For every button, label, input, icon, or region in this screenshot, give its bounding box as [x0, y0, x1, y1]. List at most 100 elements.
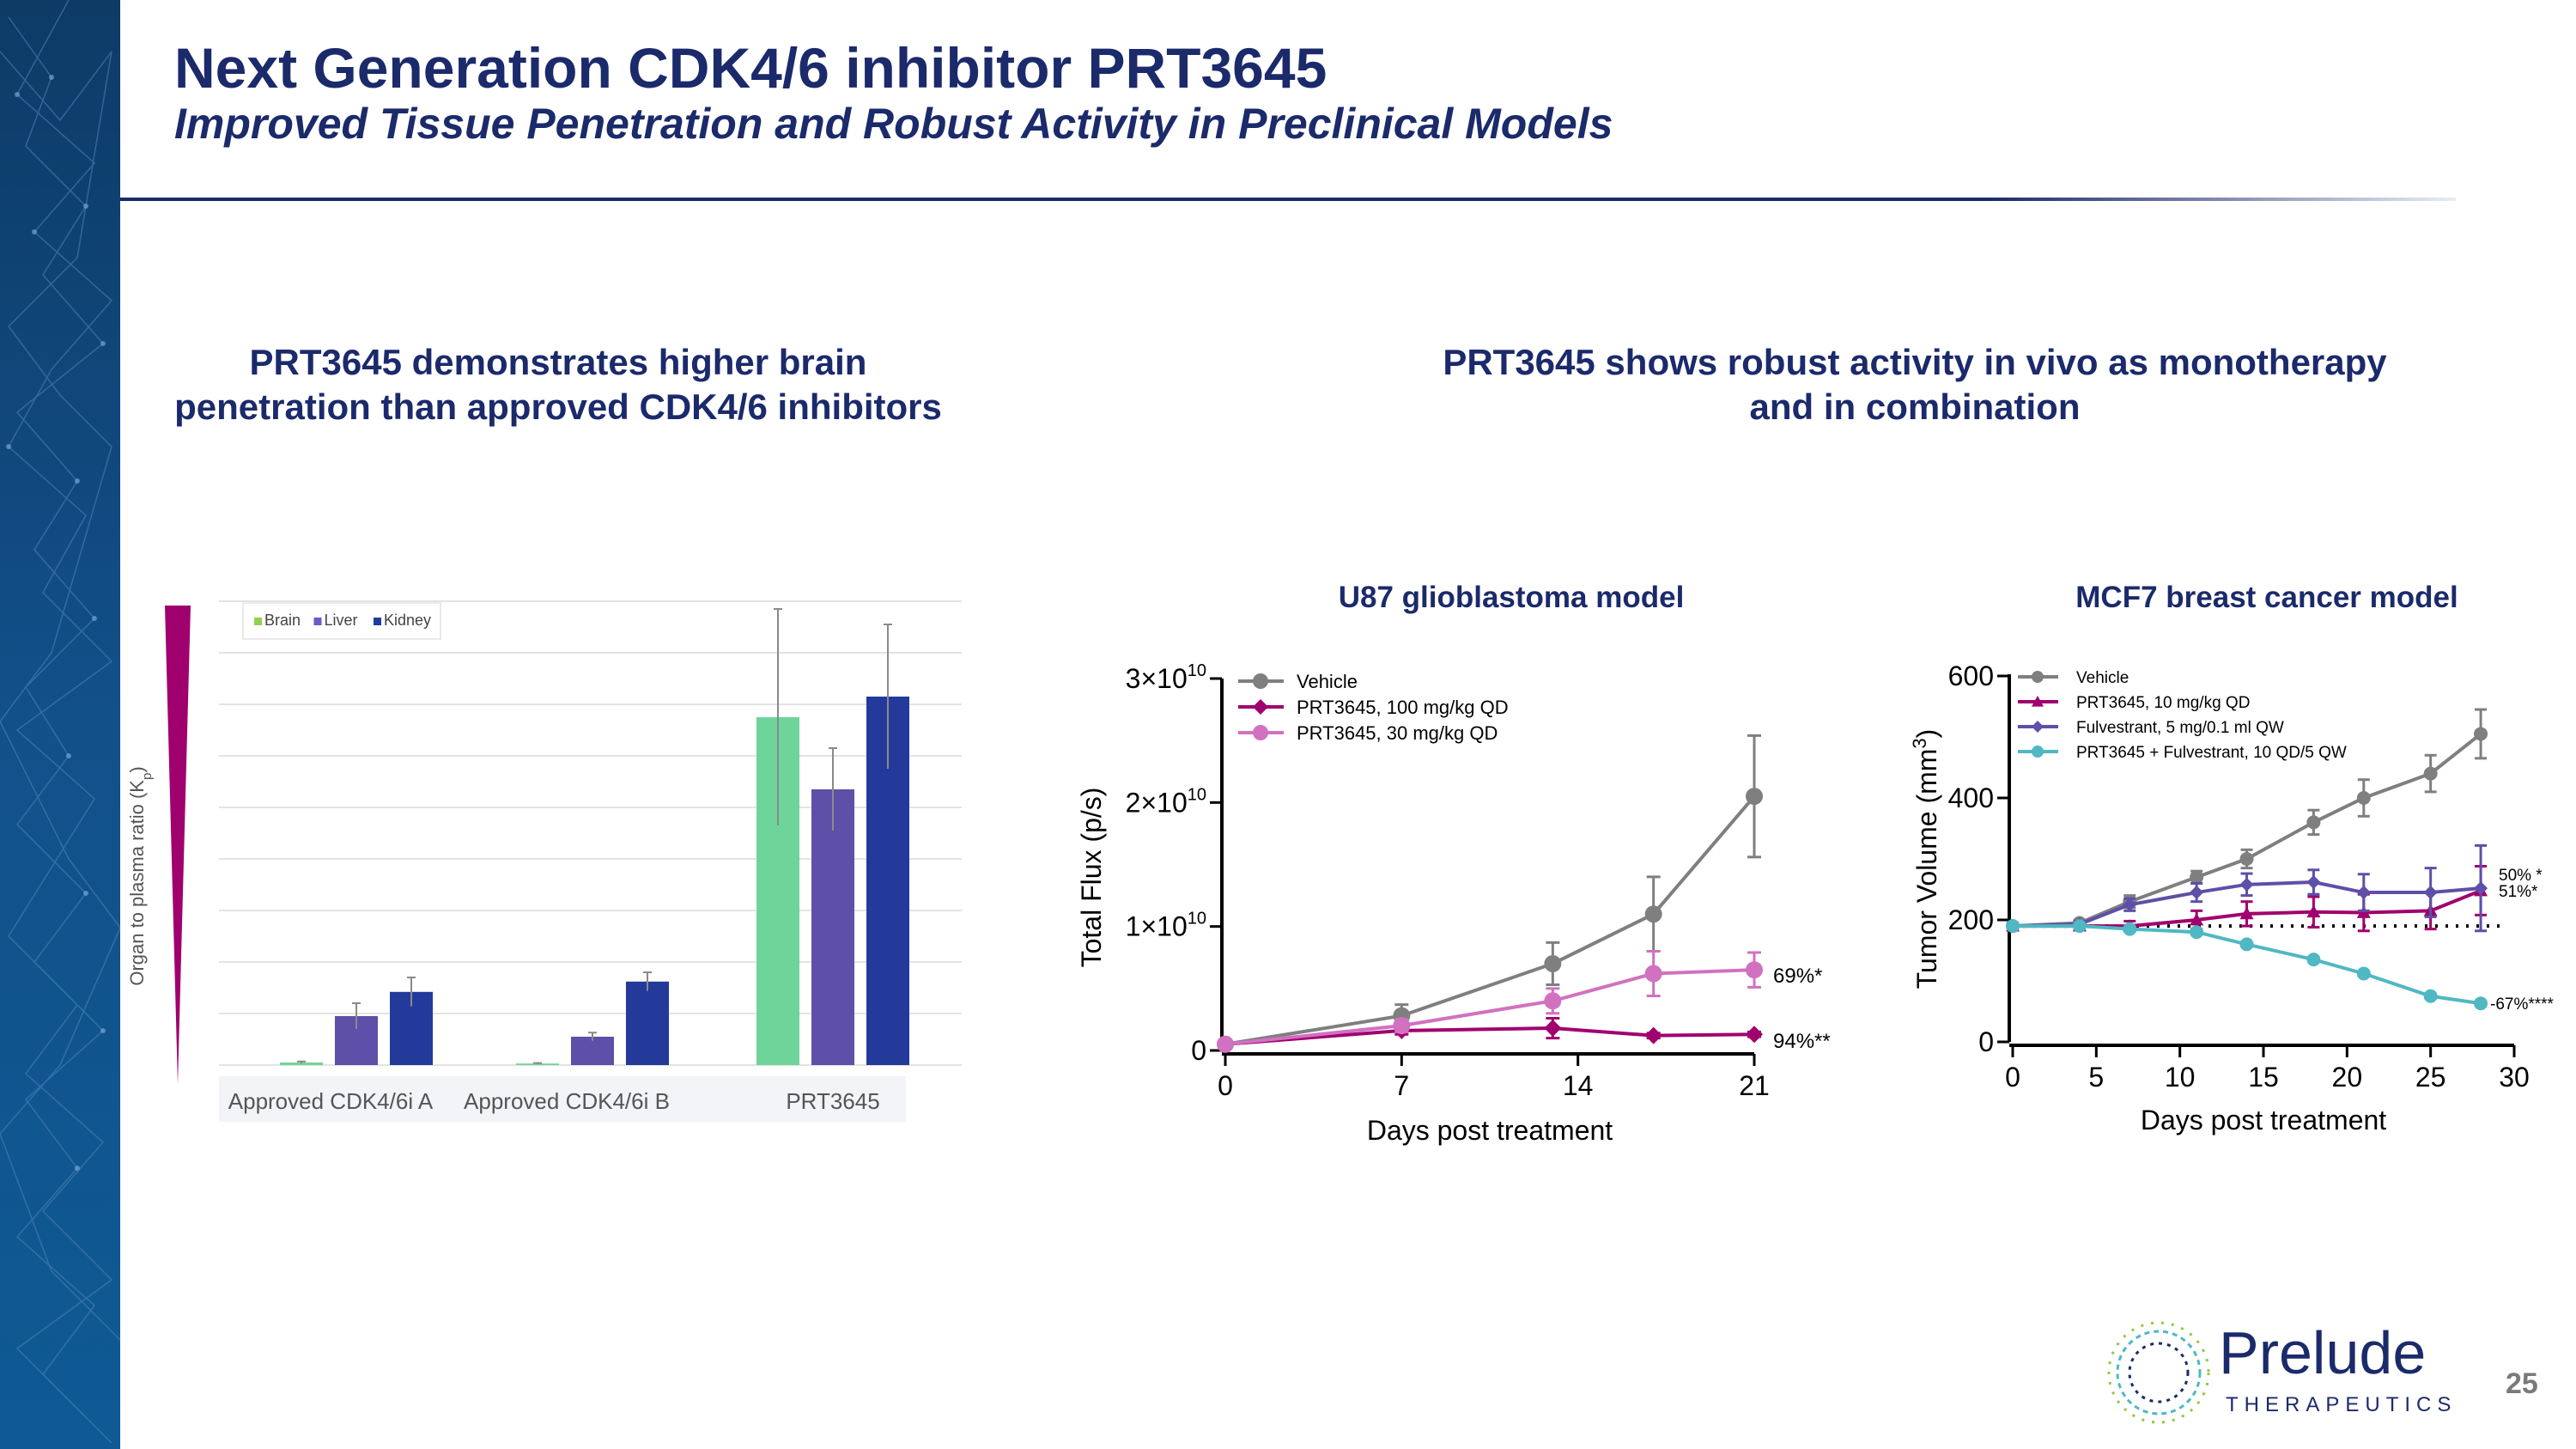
u87-data-point	[1544, 954, 1562, 972]
prelude-logo-icon	[2107, 1321, 2210, 1424]
logo-subtitle: THERAPEUTICS	[2226, 1393, 2458, 1416]
bar-category-label: Approved CDK4/6i A	[228, 1088, 434, 1114]
u87-y-tick-label: 2×1010	[1126, 785, 1206, 818]
mcf7-x-tick-label: 25	[2415, 1062, 2446, 1093]
mcf7-data-point	[2306, 874, 2321, 889]
right-panel-heading: PRT3645 shows robust activity in vivo as…	[1288, 340, 2542, 429]
u87-data-point	[1544, 992, 1562, 1010]
mcf7-data-point	[2423, 989, 2438, 1003]
bar-y-axis-label-end: )	[126, 766, 148, 772]
mcf7-x-tick-label: 10	[2165, 1062, 2196, 1093]
bar-category-band	[219, 1076, 906, 1122]
bar-category-label: Approved CDK4/6i B	[464, 1088, 670, 1114]
mcf7-y-tick-label: 200	[1948, 904, 1994, 935]
mcf7-data-point	[2123, 898, 2137, 912]
mcf7-x-tick-label: 0	[2005, 1062, 2020, 1093]
mcf7-data-point	[2123, 922, 2137, 936]
u87-x-tick-label: 21	[1739, 1070, 1770, 1101]
mcf7-x-tick-label: 5	[2088, 1062, 2104, 1093]
u87-data-point	[1393, 1017, 1411, 1035]
u87-data-point	[1644, 905, 1662, 923]
mcf7-x-axis-label: Days post treatment	[2141, 1105, 2386, 1135]
mcf7-series-line	[2012, 732, 2482, 928]
u87-x-tick-label: 14	[1563, 1070, 1594, 1101]
mcf7-data-point	[2474, 881, 2488, 896]
u87-annotation: 69%*	[1773, 965, 1822, 988]
mcf7-legend-marker	[2032, 671, 2044, 683]
u87-data-point	[1746, 788, 1763, 806]
mcf7-data-point	[2006, 919, 2020, 934]
u87-legend-marker	[1253, 699, 1268, 715]
bar-y-axis-label-main: Organ to plasma ratio (K	[126, 780, 148, 986]
bar-chart: Organ to plasma ratio (Kp) Approved CDK4/…	[126, 600, 962, 1122]
bar	[626, 981, 669, 1065]
bar	[571, 1037, 614, 1065]
mcf7-y-axis-label-sup: 3	[1909, 738, 1930, 748]
u87-data-point	[1217, 1035, 1234, 1053]
u87-y-tick-mantissa: 2×10	[1126, 787, 1188, 818]
mcf7-data-point	[2423, 766, 2438, 781]
mcf7-x-tick-label: 30	[2499, 1062, 2530, 1093]
u87-legend-marker	[1253, 673, 1268, 689]
right-heading-line-2: and in combination	[1749, 387, 2081, 427]
bar-legend-swatch	[254, 618, 262, 625]
mcf7-data-point	[2306, 904, 2321, 918]
bar-legend-label: Kidney	[384, 612, 431, 629]
mcf7-y-tick-label: 400	[1948, 782, 1994, 813]
bar-legend-label: Liver	[325, 612, 358, 629]
u87-y-tick-exponent: 10	[1188, 910, 1206, 928]
page-title: Next Generation CDK4/6 inhibitor PRT3645	[174, 36, 1327, 100]
right-heading-line-1: PRT3645 shows robust activity in vivo as…	[1443, 342, 2387, 382]
u87-chart-title: U87 glioblastoma model	[1338, 581, 1685, 614]
u87-y-tick-label: 3×1010	[1126, 661, 1206, 694]
u87-y-tick-mantissa: 1×10	[1126, 911, 1188, 942]
mcf7-annotation: 50% *	[2499, 867, 2543, 885]
u87-data-point	[1644, 965, 1662, 983]
mcf7-annotation: 51%*	[2499, 883, 2538, 901]
u87-series-line	[1224, 795, 1756, 1046]
bar-legend-label: Brain	[264, 612, 301, 629]
mcf7-legend-label: Fulvestrant, 5 mg/0.1 ml QW	[2076, 719, 2284, 737]
sidebar-decoration	[0, 0, 120, 1449]
bar-category-label: PRT3645	[786, 1088, 879, 1114]
mcf7-data-point	[2239, 906, 2254, 920]
u87-y-tick-label: 0	[1191, 1035, 1206, 1066]
mcf7-legend-marker	[2032, 696, 2044, 707]
u87-y-axis-label: Total Flux (p/s)	[1076, 788, 1107, 968]
mcf7-data-point	[2356, 886, 2371, 900]
mcf7-chart-title: MCF7 breast cancer model	[2075, 581, 2458, 614]
left-heading-line-1: PRT3645 demonstrates higher brain	[249, 342, 867, 382]
mcf7-legend-label: Vehicle	[2076, 669, 2129, 687]
bar-legend-box	[242, 602, 441, 640]
penetration-gradient-triangle	[165, 606, 191, 1084]
mcf7-data-point	[2474, 727, 2488, 741]
mcf7-data-point	[2190, 913, 2204, 926]
page-subtitle: Improved Tissue Penetration and Robust A…	[174, 100, 1613, 148]
bar-legend-swatch	[313, 618, 322, 625]
u87-y-tick-mantissa: 3×10	[1126, 663, 1188, 694]
u87-data-point	[1544, 1020, 1562, 1038]
mcf7-data-point	[2190, 886, 2204, 900]
mcf7-data-point	[2423, 886, 2438, 900]
logo-wordmark: Prelude	[2219, 1319, 2427, 1386]
header-divider	[120, 198, 2456, 201]
mcf7-data-point	[2239, 852, 2254, 866]
mcf7-legend-marker	[2032, 746, 2044, 758]
page-number: 25	[2506, 1367, 2538, 1400]
mcf7-data-point	[2356, 966, 2371, 981]
u87-y-tick-exponent: 10	[1188, 785, 1206, 804]
mcf7-x-tick-label: 20	[2332, 1062, 2363, 1093]
mcf7-annotation: -67%****	[2490, 995, 2555, 1014]
u87-annotation: 94%**	[1773, 1030, 1831, 1053]
u87-legend-label: PRT3645, 100 mg/kg QD	[1297, 697, 1509, 718]
mcf7-y-tick-label: 0	[1978, 1026, 1994, 1057]
bar-legend-swatch	[374, 618, 381, 625]
mcf7-y-axis-label-end: )	[1911, 729, 1942, 739]
u87-data-point	[1644, 1026, 1662, 1044]
u87-y-tick-label: 1×1010	[1126, 910, 1206, 942]
mcf7-data-point	[2306, 815, 2321, 830]
u87-legend-label: PRT3645, 30 mg/kg QD	[1297, 722, 1498, 744]
mcf7-data-point	[2190, 925, 2204, 940]
